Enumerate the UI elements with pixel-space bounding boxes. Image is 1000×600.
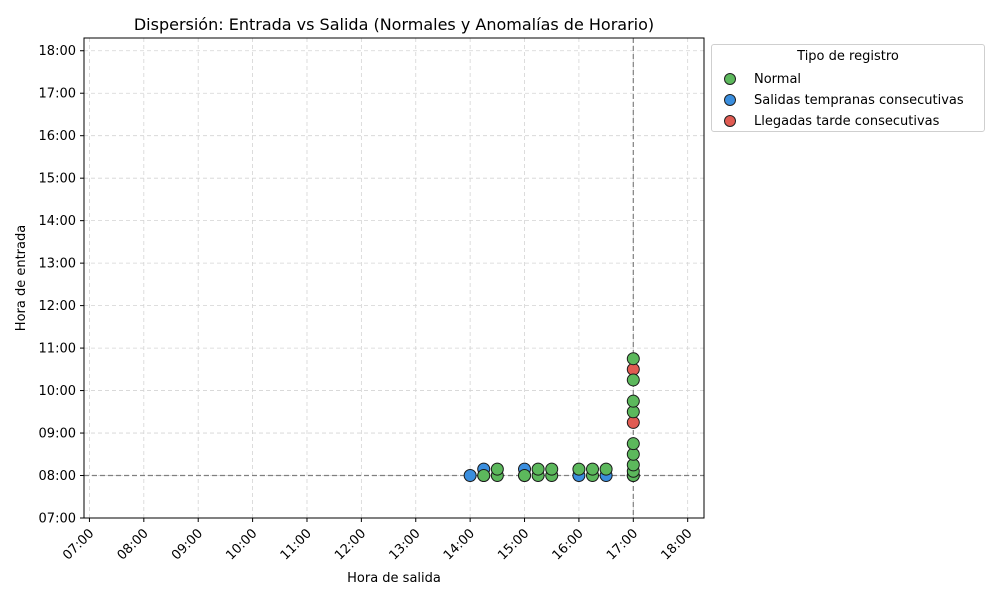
data-point <box>599 462 613 476</box>
x-axis-ticks: 07:00 08:00 09:00 10:00 11:00 12:00 13:00 14:00… <box>60 518 696 563</box>
legend-item-early-exits: Salidas tempranas consecutivas <box>724 91 964 109</box>
x-tick-label: 15:00 <box>495 526 532 563</box>
y-tick-label: 13:00 <box>39 257 76 272</box>
y-tick-label: 15:00 <box>39 172 76 187</box>
series-normal <box>477 352 640 483</box>
data-point <box>572 462 586 476</box>
legend-label-late-arrivals: Llegadas tarde consecutivas <box>754 113 940 129</box>
legend-item-late-arrivals: Llegadas tarde consecutivas <box>724 112 939 130</box>
y-tick-label: 14:00 <box>39 214 76 229</box>
data-point <box>626 373 640 387</box>
legend-marker-late-arrivals <box>724 115 736 127</box>
series-llegadas-tarde-consecutivas <box>626 362 640 429</box>
x-axis-label: Hora de salida <box>347 571 441 586</box>
grid <box>84 38 704 519</box>
data-point <box>463 469 477 483</box>
y-tick-label: 09:00 <box>39 427 76 442</box>
x-tick-label: 13:00 <box>386 526 423 563</box>
data-point <box>626 352 640 366</box>
x-tick-label: 10:00 <box>223 526 260 563</box>
x-tick-label: 11:00 <box>278 526 315 563</box>
legend-label-normal: Normal <box>754 71 802 87</box>
data-point <box>531 462 545 476</box>
data-point <box>490 462 504 476</box>
x-tick-label: 07:00 <box>60 526 97 563</box>
chart-title: Dispersión: Entrada vs Salida (Normales … <box>134 15 654 34</box>
legend-title: Tipo de registro <box>797 49 899 64</box>
x-tick-label: 16:00 <box>550 526 587 563</box>
data-point <box>477 469 491 483</box>
legend-item-normal: Normal <box>724 70 801 88</box>
y-tick-label: 07:00 <box>39 512 76 527</box>
legend: Tipo de registro Normal Salidas temprana… <box>711 44 985 132</box>
legend-marker-early-exits <box>724 94 736 106</box>
y-tick-label: 18:00 <box>39 44 76 59</box>
x-tick-label: 12:00 <box>332 526 369 563</box>
x-tick-label: 14:00 <box>441 526 478 563</box>
data-point <box>545 462 559 476</box>
plot-frame <box>83 37 705 519</box>
x-tick-label: 08:00 <box>115 526 152 563</box>
y-tick-label: 12:00 <box>39 299 76 314</box>
data-point <box>518 469 532 483</box>
y-tick-label: 10:00 <box>39 384 76 399</box>
data-point <box>626 394 640 408</box>
data-points <box>463 352 640 483</box>
y-axis-ticks: 07:00 08:00 09:00 10:00 11:00 12:00 13:00 14:00… <box>39 44 84 527</box>
data-point <box>586 462 600 476</box>
legend-marker-normal <box>724 73 736 85</box>
y-axis-label: Hora de entrada <box>14 225 29 331</box>
data-point <box>626 437 640 451</box>
x-tick-label: 18:00 <box>658 526 695 563</box>
x-tick-label: 09:00 <box>169 526 206 563</box>
y-tick-label: 08:00 <box>39 469 76 484</box>
x-tick-label: 17:00 <box>604 526 641 563</box>
reference-lines <box>84 38 704 518</box>
y-tick-label: 17:00 <box>39 87 76 102</box>
legend-label-early-exits: Salidas tempranas consecutivas <box>754 92 964 108</box>
y-tick-label: 11:00 <box>39 342 76 357</box>
y-tick-label: 16:00 <box>39 129 76 144</box>
